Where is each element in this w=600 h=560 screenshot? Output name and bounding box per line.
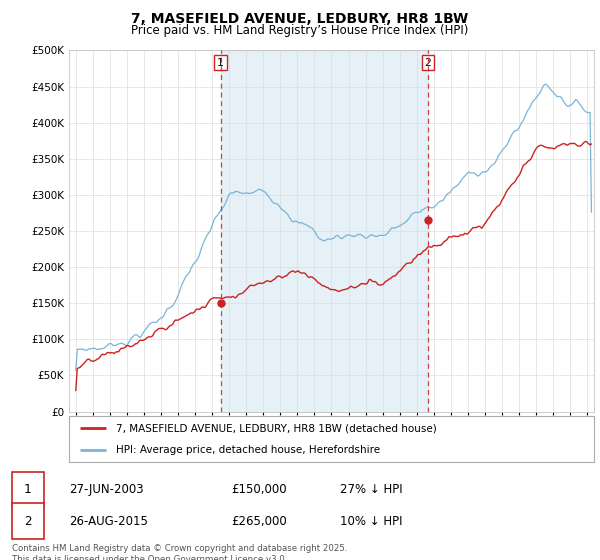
Text: 2: 2: [24, 515, 31, 528]
Text: HPI: Average price, detached house, Herefordshire: HPI: Average price, detached house, Here…: [116, 445, 380, 455]
FancyBboxPatch shape: [69, 416, 594, 462]
Text: 10% ↓ HPI: 10% ↓ HPI: [340, 515, 403, 528]
FancyBboxPatch shape: [12, 503, 44, 539]
Text: 7, MASEFIELD AVENUE, LEDBURY, HR8 1BW (detached house): 7, MASEFIELD AVENUE, LEDBURY, HR8 1BW (d…: [116, 423, 437, 433]
Text: 1: 1: [217, 58, 224, 68]
Text: Price paid vs. HM Land Registry’s House Price Index (HPI): Price paid vs. HM Land Registry’s House …: [131, 24, 469, 37]
Text: 27% ↓ HPI: 27% ↓ HPI: [340, 483, 403, 496]
Text: 7, MASEFIELD AVENUE, LEDBURY, HR8 1BW: 7, MASEFIELD AVENUE, LEDBURY, HR8 1BW: [131, 12, 469, 26]
Text: Contains HM Land Registry data © Crown copyright and database right 2025.
This d: Contains HM Land Registry data © Crown c…: [12, 544, 347, 560]
Text: 26-AUG-2015: 26-AUG-2015: [70, 515, 148, 528]
FancyBboxPatch shape: [12, 472, 44, 507]
Text: 2: 2: [424, 58, 431, 68]
Text: 1: 1: [24, 483, 31, 496]
Text: 27-JUN-2003: 27-JUN-2003: [70, 483, 144, 496]
Text: £150,000: £150,000: [231, 483, 287, 496]
Text: £265,000: £265,000: [231, 515, 287, 528]
